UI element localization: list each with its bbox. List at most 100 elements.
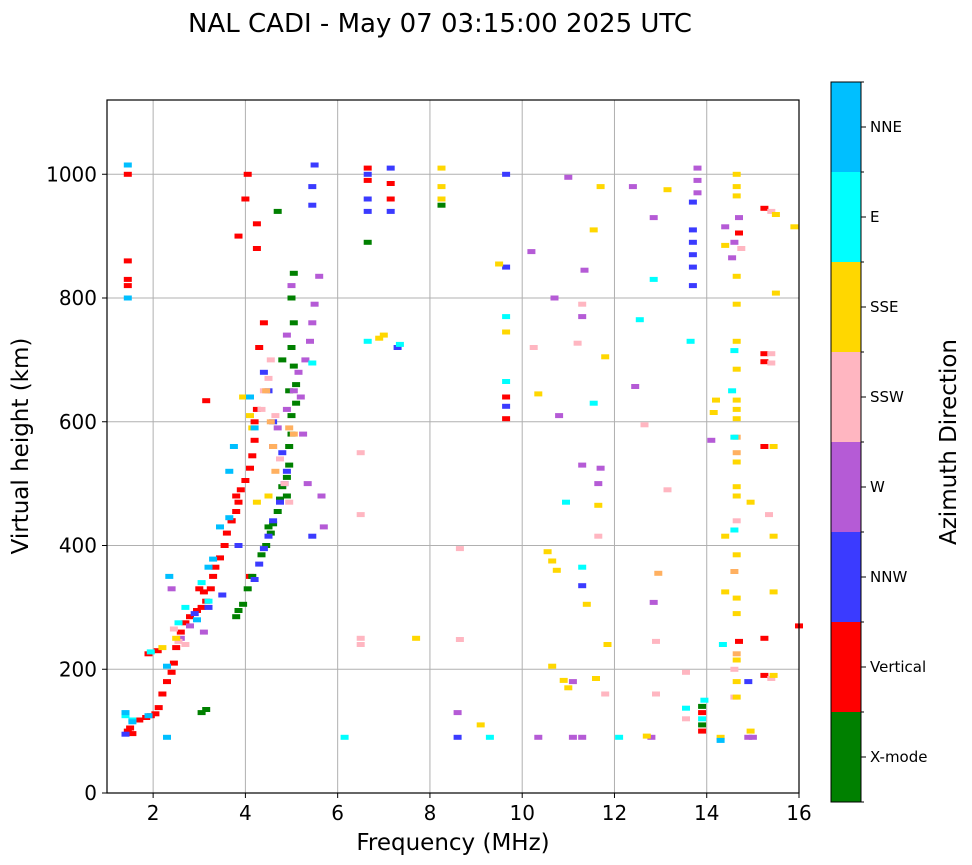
colorbar-segment: [831, 172, 861, 262]
data-point: [652, 691, 660, 697]
data-point: [543, 549, 552, 555]
data-point: [181, 604, 190, 610]
data-point: [732, 366, 741, 372]
data-point: [273, 425, 282, 431]
data-point: [243, 586, 252, 592]
data-point: [582, 601, 591, 607]
data-point: [246, 465, 254, 471]
data-point: [181, 620, 190, 626]
data-point: [663, 487, 672, 493]
data-point: [250, 577, 259, 582]
data-point: [628, 184, 637, 190]
data-point: [649, 215, 658, 221]
colorbar-tick-label: X-mode: [870, 748, 927, 766]
data-point: [601, 691, 610, 697]
data-point: [123, 283, 132, 289]
x-tick-label: 2: [147, 801, 160, 825]
data-point: [760, 351, 769, 357]
data-point: [241, 478, 250, 483]
data-point: [232, 614, 241, 620]
data-point: [686, 338, 695, 344]
data-point: [250, 419, 259, 425]
data-point: [578, 564, 587, 570]
data-point: [552, 567, 561, 573]
data-point: [225, 468, 234, 474]
data-point: [197, 604, 206, 610]
data-point: [257, 552, 266, 558]
data-point: [202, 707, 211, 712]
data-point: [732, 484, 741, 490]
data-point: [548, 558, 557, 564]
data-point: [216, 555, 224, 561]
y-tick-label: 400: [59, 534, 97, 558]
data-point: [502, 329, 511, 335]
data-point: [363, 338, 372, 344]
data-point: [243, 171, 252, 177]
data-point: [437, 165, 446, 171]
colorbar-segment: [831, 82, 861, 172]
data-point: [709, 410, 718, 415]
data-point: [190, 611, 199, 617]
data-point: [730, 527, 739, 533]
series-w: [167, 165, 757, 740]
data-point: [257, 406, 266, 412]
data-point: [594, 502, 603, 508]
data-point: [271, 413, 280, 419]
data-point: [760, 359, 769, 365]
colorbar-tick-label: E: [870, 208, 879, 226]
data-point: [555, 413, 564, 419]
y-tick-label: 1000: [46, 162, 97, 186]
data-point: [282, 406, 291, 412]
data-point: [220, 543, 229, 548]
data-point: [589, 227, 598, 233]
data-point: [246, 394, 254, 400]
data-point: [767, 360, 776, 366]
data-point: [640, 422, 649, 428]
colorbar-tick-label: NNE: [870, 118, 902, 136]
data-point: [760, 635, 769, 641]
data-point: [163, 734, 171, 740]
data-point: [255, 345, 264, 350]
data-point: [732, 171, 741, 177]
data-point: [455, 546, 464, 552]
data-point: [578, 314, 587, 320]
data-point: [765, 512, 773, 518]
series-sse-orange: [262, 388, 741, 657]
data-point: [735, 638, 743, 644]
data-point: [412, 635, 421, 641]
data-point: [386, 196, 395, 202]
data-point: [306, 338, 314, 344]
data-point: [301, 357, 310, 363]
data-point: [123, 162, 132, 168]
data-point: [744, 679, 753, 685]
data-point: [732, 611, 741, 617]
data-point: [262, 388, 271, 394]
series-sse: [158, 165, 799, 740]
data-point: [317, 493, 326, 499]
data-point: [594, 533, 603, 539]
data-point: [252, 499, 261, 505]
data-point: [502, 416, 511, 422]
data-point: [123, 276, 132, 282]
series-nnw: [121, 162, 753, 740]
data-point: [236, 487, 245, 493]
data-point: [285, 499, 294, 505]
data-point: [502, 403, 511, 409]
data-point: [259, 546, 268, 552]
x-tick-label: 12: [602, 801, 627, 825]
data-point: [395, 341, 404, 347]
data-point: [760, 205, 769, 211]
data-point: [135, 717, 144, 723]
data-point: [698, 703, 707, 709]
data-point: [693, 165, 702, 171]
data-point: [319, 524, 328, 530]
series-x-mode: [197, 202, 707, 728]
colorbar-frame: [830, 81, 862, 803]
data-point: [154, 705, 163, 711]
data-point: [163, 679, 171, 685]
data-point: [760, 672, 769, 678]
data-series: [121, 162, 803, 743]
data-point: [165, 573, 174, 579]
y-tick-label: 600: [59, 410, 97, 434]
